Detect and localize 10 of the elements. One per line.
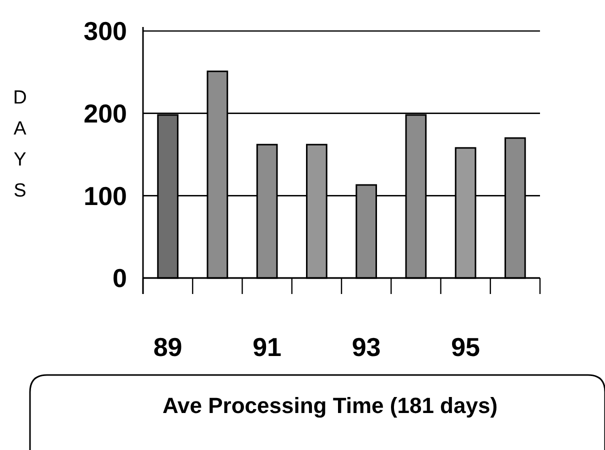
y-tick-label: 100 <box>84 180 127 211</box>
x-tick-label: 93 <box>352 332 381 362</box>
y-axis-title: DAYS <box>13 88 27 202</box>
y-tick-label: 300 <box>84 16 127 46</box>
x-tick-label: 89 <box>153 332 182 362</box>
text: Ave Processing Time (181 days) <box>162 393 498 418</box>
y-tick-label: 0 <box>112 263 127 294</box>
x-tick-label: 91 <box>252 332 282 362</box>
y-tick-label: 200 <box>84 98 127 128</box>
x-tick-label: 95 <box>451 332 480 362</box>
